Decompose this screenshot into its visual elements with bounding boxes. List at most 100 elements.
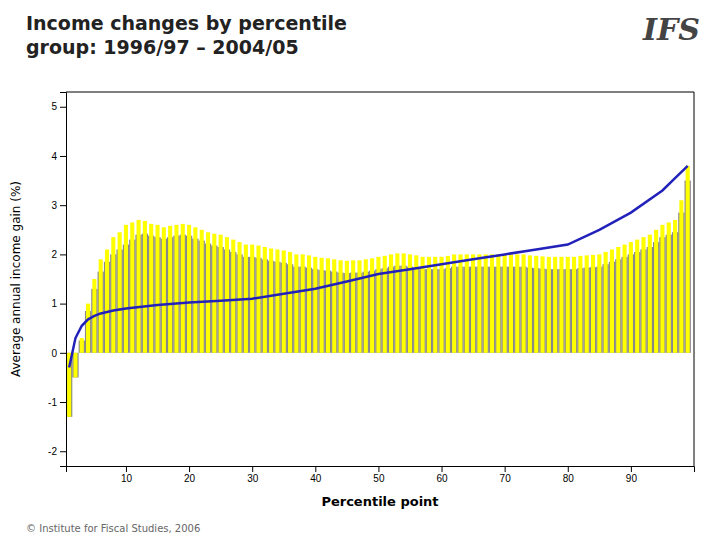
bar [597,254,601,352]
bar [673,220,677,353]
bar [275,249,279,352]
y-tick: 5 [51,101,66,112]
bar [370,258,374,352]
logo: IFS [642,12,700,47]
bar [578,256,582,353]
bar [547,257,551,353]
bar [225,237,229,353]
bar [168,226,172,353]
bar [111,237,115,353]
bar [667,222,671,352]
bar [313,257,317,353]
x-tick: 80 [563,466,575,484]
y-tick: 0 [51,348,66,359]
bar [143,221,147,353]
x-tick: 60 [436,466,448,484]
x-axis-label: Percentile point [321,494,438,509]
bar [282,250,286,352]
bar [465,254,469,352]
bar [181,224,185,353]
bar [471,254,475,352]
y-tick-label: 4 [51,151,57,162]
y-axis: -2-1012345 [48,93,66,467]
bar [130,222,134,352]
y-tick-mark [60,156,66,157]
bar [503,254,507,352]
bar [635,240,639,353]
bar [155,225,159,353]
y-tick: 3 [51,200,66,211]
bar [345,261,349,353]
bar [522,254,526,352]
x-tick-label: 90 [626,473,638,484]
x-tick-label: 40 [310,473,322,484]
bar [231,240,235,353]
x-axis: 10 20 30 40 50 60 70 80 90 [67,466,695,484]
bar [402,253,406,352]
bar [458,254,462,352]
bar [496,254,500,352]
x-tick-mark [126,466,127,472]
bar [610,249,614,352]
bar [515,254,519,352]
x-tick-label: 60 [436,473,448,484]
bar-series [66,181,691,417]
bar [528,255,532,352]
bar [364,259,368,353]
x-axis-line [67,467,695,473]
y-tick-mark [60,107,66,108]
x-tick-mark [315,466,316,472]
bar [238,242,242,353]
bar [484,254,488,352]
chart: Income changes by percentilegroup: 1996/… [0,0,720,540]
bar [559,257,563,353]
y-tick-label: 3 [51,200,57,211]
bar [660,225,664,353]
y-tick-label: 2 [51,249,57,260]
bar [339,260,343,353]
x-tick-label: 20 [184,473,196,484]
bar [433,257,437,353]
y-tick-label: -2 [48,446,57,457]
bar [307,255,311,352]
bar [326,258,330,352]
bar [376,257,380,353]
bar [294,254,298,352]
y-tick-mark [60,254,66,255]
bar [572,257,576,353]
bar [446,256,450,353]
x-tick-mark [505,466,506,472]
x-tick-label: 10 [121,473,133,484]
bar [641,237,645,353]
bar [72,353,78,378]
y-tick: 1 [51,298,66,309]
y-tick-mark [60,451,66,452]
y-tick: -2 [48,446,66,457]
y-tick: 2 [51,249,66,260]
bar [616,247,620,353]
marks [66,166,691,417]
y-tick-label: 5 [51,101,57,112]
bar [604,252,608,353]
bar [414,255,418,352]
bar [320,258,324,353]
x-tick-label: 30 [247,473,259,484]
bar [206,232,210,353]
y-tick-mark [60,205,66,206]
y-tick-label: 1 [51,298,57,309]
bar [395,253,399,352]
x-tick-mark [378,466,379,472]
x-tick: 50 [373,466,385,484]
bar [566,257,570,353]
frame-top [66,92,694,93]
bar [351,260,355,353]
bar [686,166,690,353]
x-tick-label: 70 [500,473,512,484]
bar [288,252,292,353]
bar [679,200,683,353]
bar-series [67,166,690,417]
x-tick: 30 [247,466,259,484]
bar [477,254,481,352]
bar [86,304,90,353]
bar [553,257,557,353]
